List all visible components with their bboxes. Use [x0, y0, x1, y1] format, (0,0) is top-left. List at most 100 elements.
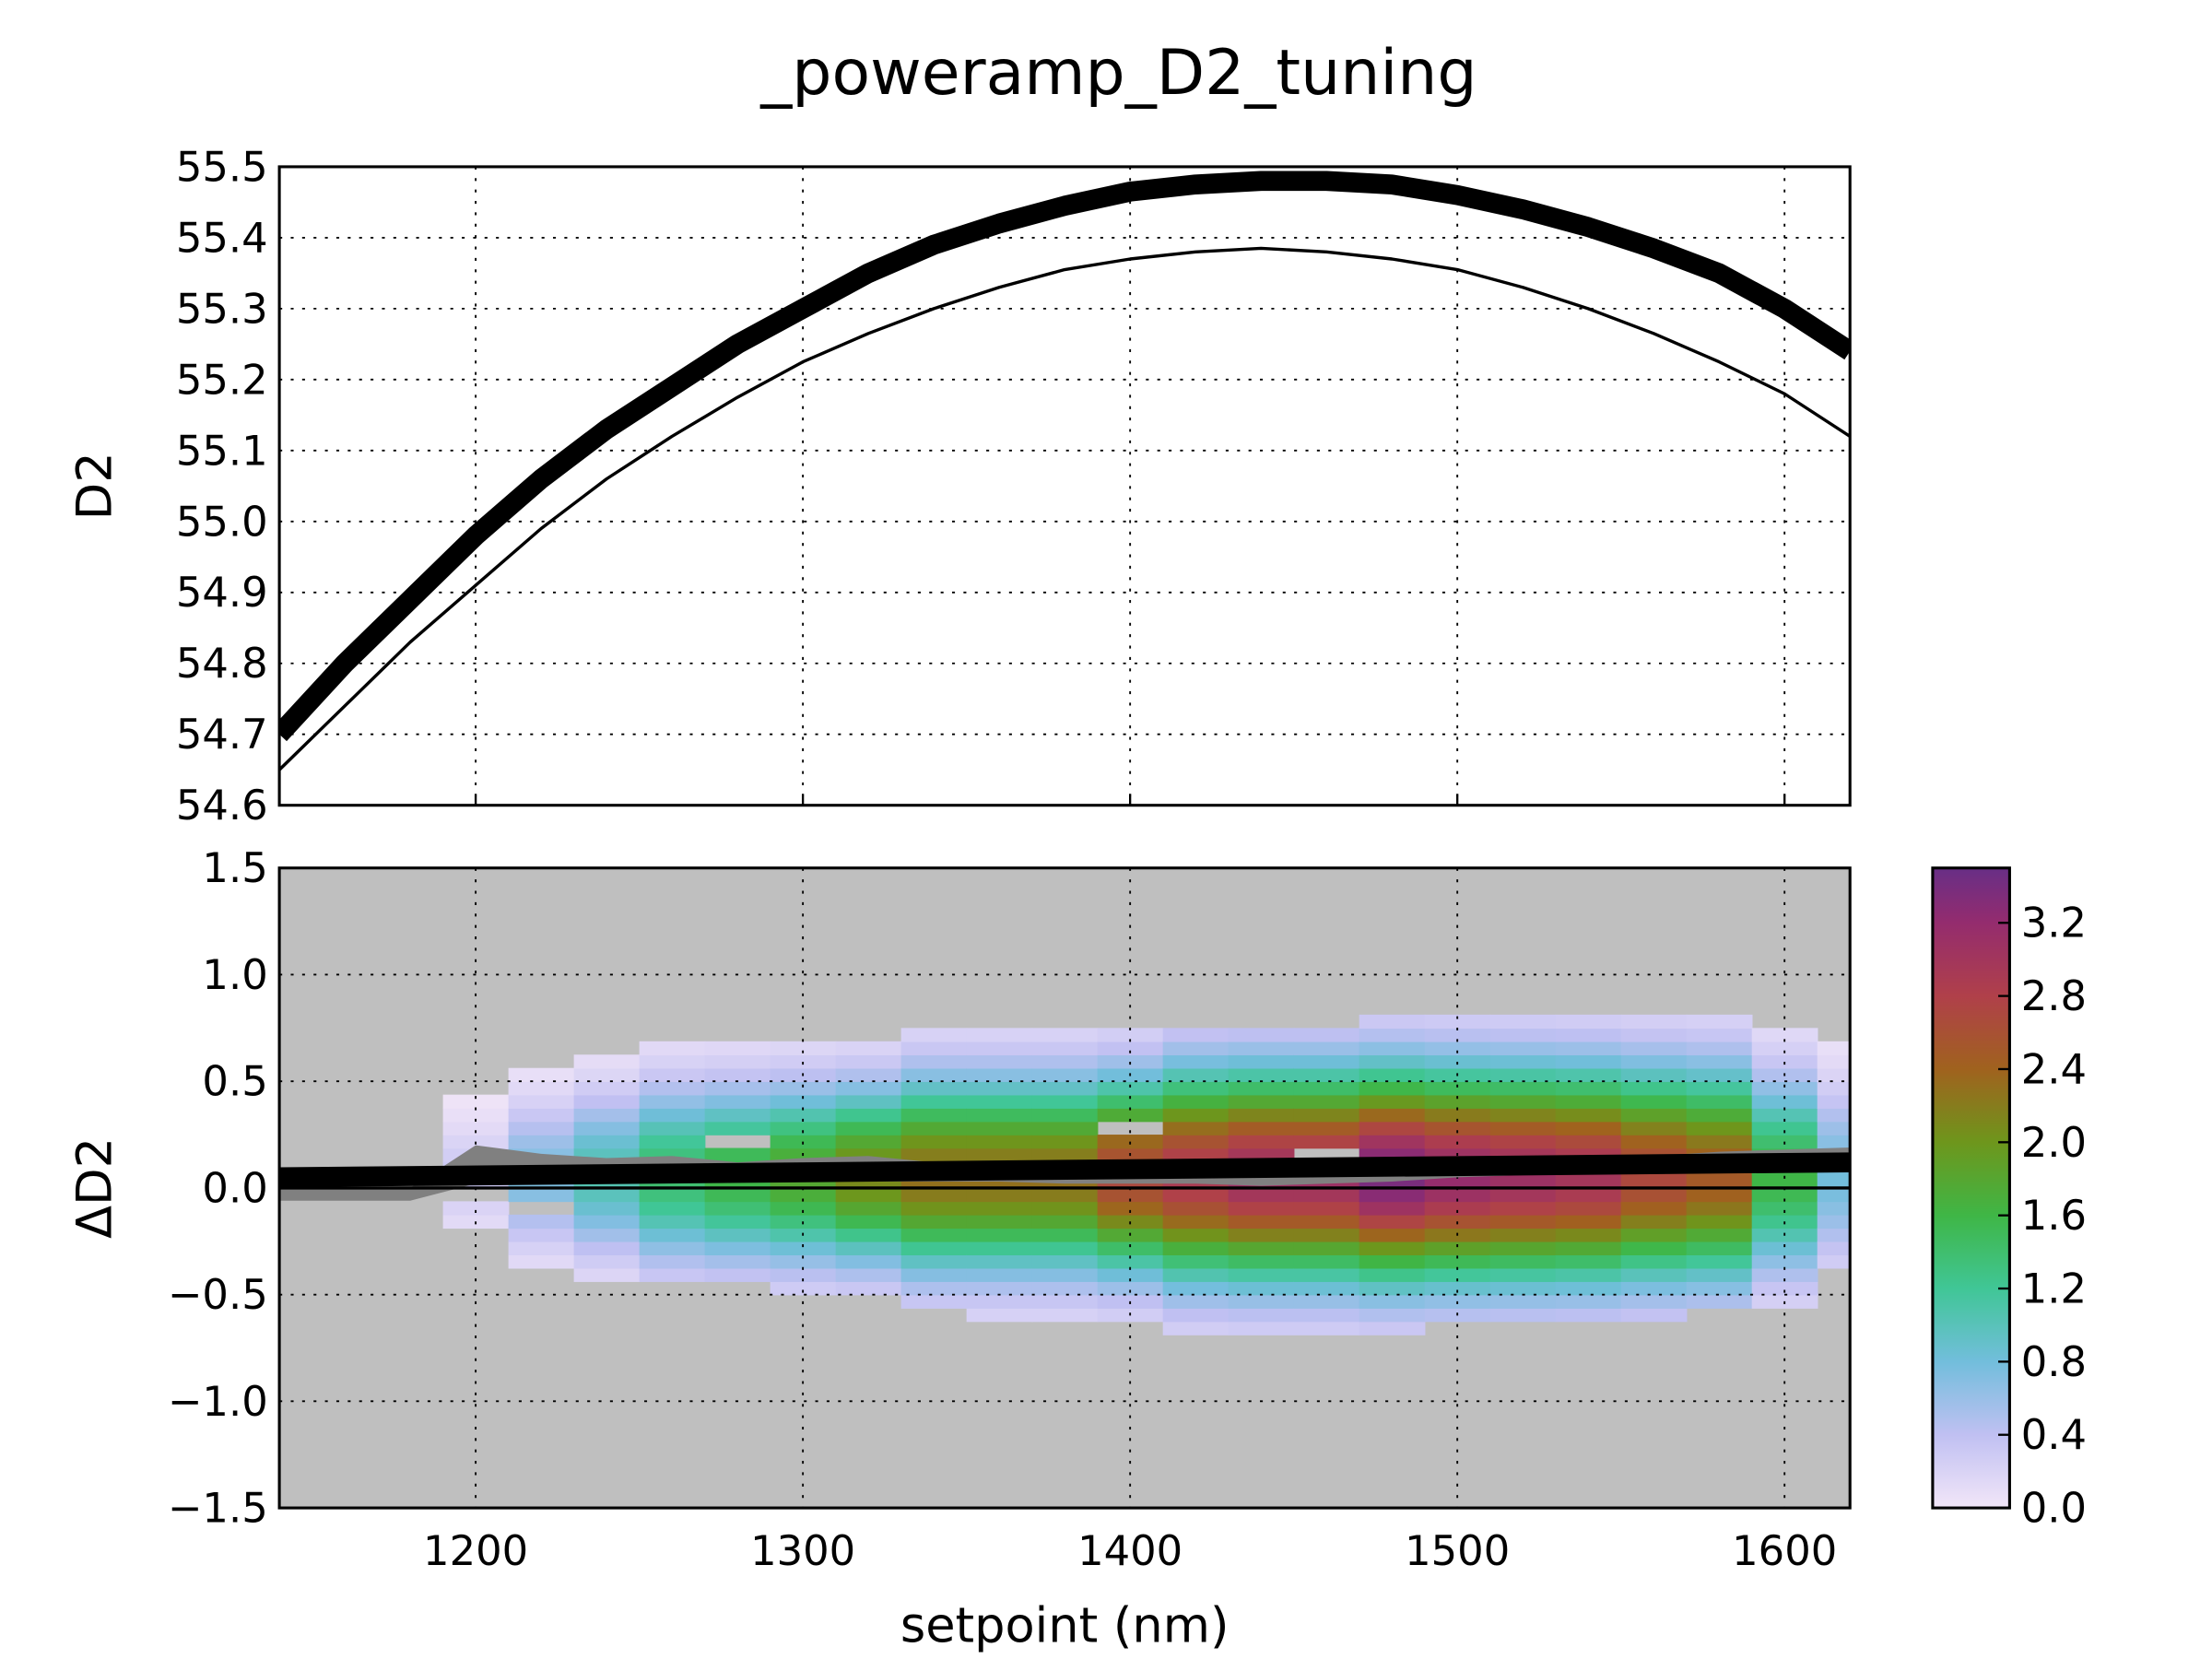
heatmap-cell	[1620, 1174, 1688, 1189]
heatmap-cell	[639, 1054, 706, 1069]
heatmap-cell	[1686, 1241, 1753, 1256]
heatmap-cell	[1359, 1241, 1426, 1256]
heatmap-cell	[1424, 1201, 1491, 1216]
y-tick-label: −1.0	[168, 1377, 268, 1426]
heatmap-cell	[1228, 1094, 1295, 1109]
heatmap-cell	[1359, 1187, 1426, 1203]
heatmap-cell	[704, 1054, 771, 1069]
heatmap-cell	[1686, 1174, 1753, 1189]
heatmap-cell	[1293, 1281, 1360, 1296]
y-tick-label: 54.9	[176, 568, 268, 617]
heatmap-cell	[1228, 1228, 1295, 1242]
heatmap-cell	[835, 1254, 902, 1269]
x-tick-label: 1500	[1405, 1526, 1510, 1575]
heatmap-cell	[1359, 1254, 1426, 1269]
heatmap-cell	[1489, 1241, 1557, 1256]
heatmap-cell	[508, 1241, 575, 1256]
heatmap-cell	[770, 1187, 837, 1203]
heatmap-cell	[966, 1228, 1033, 1242]
heatmap-cell	[1686, 1228, 1753, 1242]
colorbar-tick-label: 1.2	[2021, 1264, 2087, 1312]
heatmap-cell	[1686, 1201, 1753, 1216]
heatmap-cell	[1293, 1228, 1360, 1242]
series-line-thick	[279, 171, 1851, 742]
y-tick-label: 54.6	[176, 781, 268, 830]
heatmap-cell	[1424, 1014, 1491, 1030]
heatmap-cell	[1817, 1254, 1851, 1269]
heatmap-cell	[1686, 1267, 1753, 1282]
heatmap-cell	[1162, 1054, 1230, 1069]
colorbar-tick-label: 0.0	[2021, 1484, 2087, 1533]
heatmap-cell	[1555, 1241, 1622, 1256]
heatmap-cell	[1162, 1081, 1230, 1096]
heatmap-cell	[1751, 1054, 1818, 1069]
heatmap-cell	[1620, 1267, 1688, 1282]
heatmap-cell	[770, 1108, 837, 1123]
heatmap-cell	[1489, 1067, 1557, 1082]
chart-title: _poweramp_D2_tuning	[759, 37, 1477, 110]
heatmap-cell	[1097, 1028, 1164, 1042]
heatmap-cell	[573, 1135, 641, 1149]
y-tick-label: 54.7	[176, 710, 268, 759]
heatmap-cell	[900, 1228, 968, 1242]
heatmap-cell	[1489, 1028, 1557, 1042]
heatmap-cell	[966, 1135, 1033, 1149]
heatmap-cell	[1555, 1228, 1622, 1242]
heatmap-cell	[1228, 1067, 1295, 1082]
heatmap-cell	[966, 1214, 1033, 1230]
heatmap-cell	[1162, 1294, 1230, 1309]
heatmap-cell	[1817, 1081, 1851, 1096]
heatmap-cell	[966, 1201, 1033, 1216]
heatmap-cell	[1817, 1174, 1851, 1189]
heatmap-cell	[1293, 1254, 1360, 1269]
heatmap-cell	[1359, 1321, 1426, 1335]
heatmap-cell	[573, 1228, 641, 1242]
y-tick-label: 1.0	[202, 950, 267, 999]
y-tick-label: 55.3	[176, 284, 268, 333]
heatmap-cell	[573, 1067, 641, 1082]
heatmap-cell	[508, 1228, 575, 1242]
heatmap-cell	[1555, 1308, 1622, 1323]
heatmap-cell	[1489, 1094, 1557, 1109]
heatmap-cell	[573, 1214, 641, 1230]
heatmap-cell	[1620, 1041, 1688, 1056]
colorbar-tick-label: 2.0	[2021, 1118, 2087, 1167]
heatmap-cell	[966, 1308, 1033, 1323]
heatmap-cell	[573, 1108, 641, 1123]
heatmap-cell	[835, 1081, 902, 1096]
heatmap-cell	[1424, 1081, 1491, 1096]
heatmap-cell	[1620, 1228, 1688, 1242]
heatmap-cell	[1097, 1094, 1164, 1109]
y-tick-label: 1.5	[202, 843, 267, 892]
heatmap-cell	[770, 1094, 837, 1109]
heatmap-cell	[900, 1294, 968, 1309]
heatmap-cell	[1162, 1321, 1230, 1335]
heatmap-cell	[704, 1121, 771, 1135]
heatmap-cell	[1097, 1054, 1164, 1069]
heatmap-cell	[1359, 1121, 1426, 1135]
heatmap-cell	[770, 1054, 837, 1069]
heatmap-cell	[1228, 1135, 1295, 1149]
heatmap-cell	[1555, 1014, 1622, 1030]
heatmap-cell	[1097, 1254, 1164, 1269]
heatmap-cell	[1620, 1294, 1688, 1309]
heatmap-cell	[1228, 1041, 1295, 1056]
colorbar-bar	[1931, 866, 2011, 1510]
heatmap-cell	[1620, 1201, 1688, 1216]
heatmap-cell	[704, 1187, 771, 1203]
heatmap-cell	[900, 1028, 968, 1042]
heatmap-cell	[1751, 1108, 1818, 1123]
heatmap-cell	[1031, 1187, 1099, 1203]
colorbar-tick-label: 2.8	[2021, 971, 2087, 1020]
heatmap-cell	[1031, 1147, 1099, 1162]
heatmap-cell	[1817, 1067, 1851, 1082]
heatmap-cell	[1162, 1121, 1230, 1135]
heatmap-cell	[1555, 1081, 1622, 1096]
heatmap-cell	[1686, 1254, 1753, 1269]
heatmap-cell	[1424, 1108, 1491, 1123]
heatmap-cell	[1489, 1135, 1557, 1149]
heatmap-cell	[1031, 1308, 1099, 1323]
heatmap-cell	[1031, 1241, 1099, 1256]
heatmap-cell	[1162, 1094, 1230, 1109]
